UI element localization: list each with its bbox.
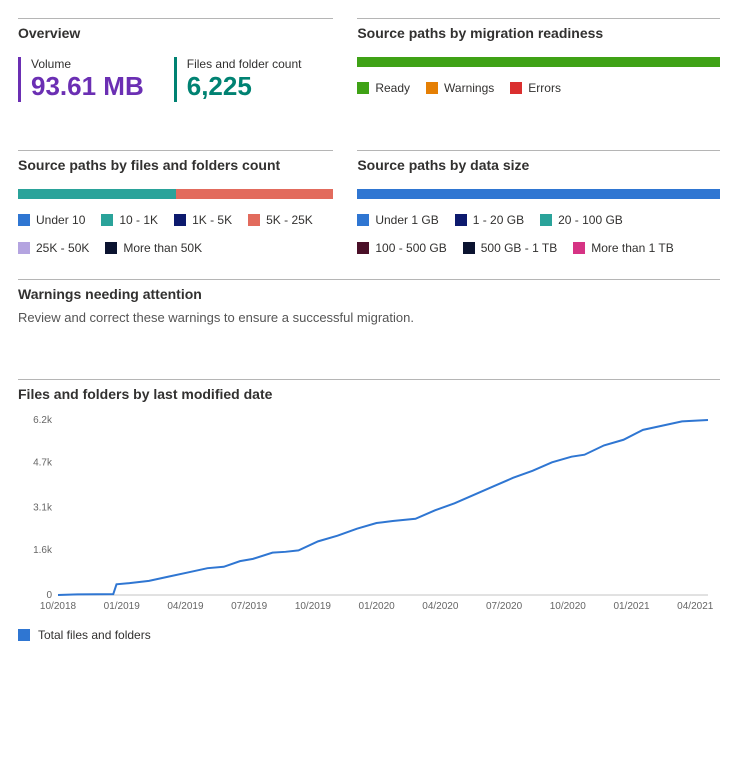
bar-segment bbox=[176, 189, 334, 199]
swatch-icon bbox=[101, 214, 113, 226]
swatch-icon bbox=[357, 214, 369, 226]
linechart-title: Files and folders by last modified date bbox=[18, 379, 720, 402]
swatch-icon bbox=[463, 242, 475, 254]
overview-and-readiness-row: Overview Volume 93.61 MB Files and folder… bbox=[18, 18, 720, 120]
legend-label: 100 - 500 GB bbox=[375, 241, 446, 255]
readiness-bar bbox=[357, 57, 720, 67]
metric: Files and folder count 6,225 bbox=[174, 57, 302, 102]
swatch-icon bbox=[174, 214, 186, 226]
count-and-size-row: Source paths by files and folders count … bbox=[18, 150, 720, 273]
legend-label: 1K - 5K bbox=[192, 213, 232, 227]
linechart-section: Files and folders by last modified date … bbox=[18, 373, 720, 654]
swatch-icon bbox=[18, 242, 30, 254]
count-title: Source paths by files and folders count bbox=[18, 150, 333, 173]
count-bar bbox=[18, 189, 333, 199]
svg-text:0: 0 bbox=[46, 590, 52, 601]
overview-card: Overview Volume 93.61 MB Files and folder… bbox=[18, 18, 333, 120]
legend-label: More than 50K bbox=[123, 241, 202, 255]
svg-text:04/2020: 04/2020 bbox=[422, 601, 459, 612]
legend-item: More than 1 TB bbox=[573, 241, 674, 255]
legend-label: Under 1 GB bbox=[375, 213, 438, 227]
svg-text:10/2019: 10/2019 bbox=[295, 601, 332, 612]
swatch-icon bbox=[455, 214, 467, 226]
legend-label: 1 - 20 GB bbox=[473, 213, 524, 227]
svg-text:07/2019: 07/2019 bbox=[231, 601, 268, 612]
size-title: Source paths by data size bbox=[357, 150, 720, 173]
legend-item: 1K - 5K bbox=[174, 213, 232, 227]
legend-item: 5K - 25K bbox=[248, 213, 313, 227]
svg-text:01/2021: 01/2021 bbox=[613, 601, 650, 612]
legend-item: Under 10 bbox=[18, 213, 85, 227]
legend-label: 25K - 50K bbox=[36, 241, 89, 255]
swatch-icon bbox=[540, 214, 552, 226]
legend-item: 20 - 100 GB bbox=[540, 213, 623, 227]
swatch-icon bbox=[357, 82, 369, 94]
svg-text:4.7k: 4.7k bbox=[33, 458, 53, 469]
swatch-icon bbox=[18, 214, 30, 226]
swatch-icon bbox=[573, 242, 585, 254]
bar-segment bbox=[357, 189, 720, 199]
legend-item: 10 - 1K bbox=[101, 213, 158, 227]
svg-text:04/2021: 04/2021 bbox=[677, 601, 714, 612]
swatch-icon bbox=[105, 242, 117, 254]
svg-text:01/2020: 01/2020 bbox=[359, 601, 396, 612]
bar-segment bbox=[357, 57, 720, 67]
swatch-icon bbox=[426, 82, 438, 94]
swatch-icon bbox=[510, 82, 522, 94]
readiness-card: Source paths by migration readiness Read… bbox=[357, 18, 720, 120]
legend-item: Errors bbox=[510, 81, 561, 95]
overview-metrics: Volume 93.61 MB Files and folder count 6,… bbox=[18, 57, 333, 102]
overview-title: Overview bbox=[18, 18, 333, 41]
series-swatch bbox=[18, 629, 30, 641]
svg-text:04/2019: 04/2019 bbox=[167, 601, 204, 612]
metric: Volume 93.61 MB bbox=[18, 57, 144, 102]
legend-label: Warnings bbox=[444, 81, 494, 95]
size-legend: Under 1 GB 1 - 20 GB 20 - 100 GB 100 - 500 … bbox=[357, 213, 720, 255]
line-chart: 0 1.6k 3.1k 4.7k 6.2k 10/2018 01/2019 04/2019 07… bbox=[18, 410, 718, 620]
size-card: Source paths by data size Under 1 GB 1 - … bbox=[357, 150, 720, 273]
legend-label: 5K - 25K bbox=[266, 213, 313, 227]
readiness-title: Source paths by migration readiness bbox=[357, 18, 720, 41]
legend-item: More than 50K bbox=[105, 241, 202, 255]
legend-item: Ready bbox=[357, 81, 410, 95]
svg-text:01/2019: 01/2019 bbox=[104, 601, 141, 612]
svg-text:1.6k: 1.6k bbox=[33, 545, 53, 556]
legend-label: 10 - 1K bbox=[119, 213, 158, 227]
legend-label: 500 GB - 1 TB bbox=[481, 241, 557, 255]
svg-text:10/2020: 10/2020 bbox=[550, 601, 587, 612]
readiness-legend: Ready Warnings Errors bbox=[357, 81, 720, 95]
bar-segment bbox=[18, 189, 176, 199]
line-series bbox=[58, 420, 708, 595]
series-label: Total files and folders bbox=[38, 628, 151, 642]
legend-label: 20 - 100 GB bbox=[558, 213, 623, 227]
legend-item: 1 - 20 GB bbox=[455, 213, 524, 227]
metric-value: 93.61 MB bbox=[31, 71, 144, 102]
legend-label: Ready bbox=[375, 81, 410, 95]
metric-label: Files and folder count bbox=[187, 57, 302, 71]
count-legend: Under 10 10 - 1K 1K - 5K 5K - 25K 25K - 50K M… bbox=[18, 213, 333, 255]
metric-value: 6,225 bbox=[187, 71, 302, 102]
warnings-title: Warnings needing attention bbox=[18, 286, 720, 302]
legend-label: Errors bbox=[528, 81, 561, 95]
legend-item: 25K - 50K bbox=[18, 241, 89, 255]
svg-text:6.2k: 6.2k bbox=[33, 415, 53, 426]
linechart-legend: Total files and folders bbox=[18, 628, 720, 642]
legend-label: Under 10 bbox=[36, 213, 85, 227]
legend-item: 100 - 500 GB bbox=[357, 241, 446, 255]
svg-text:3.1k: 3.1k bbox=[33, 503, 53, 514]
swatch-icon bbox=[357, 242, 369, 254]
legend-item: Under 1 GB bbox=[357, 213, 438, 227]
legend-item: Warnings bbox=[426, 81, 494, 95]
count-card: Source paths by files and folders count … bbox=[18, 150, 333, 273]
svg-text:07/2020: 07/2020 bbox=[486, 601, 523, 612]
warnings-subtitle: Review and correct these warnings to ens… bbox=[18, 310, 720, 325]
warnings-section: Warnings needing attention Review and co… bbox=[18, 279, 720, 337]
legend-label: More than 1 TB bbox=[591, 241, 674, 255]
metric-label: Volume bbox=[31, 57, 144, 71]
legend-item: 500 GB - 1 TB bbox=[463, 241, 557, 255]
swatch-icon bbox=[248, 214, 260, 226]
svg-text:10/2018: 10/2018 bbox=[40, 601, 77, 612]
size-bar bbox=[357, 189, 720, 199]
